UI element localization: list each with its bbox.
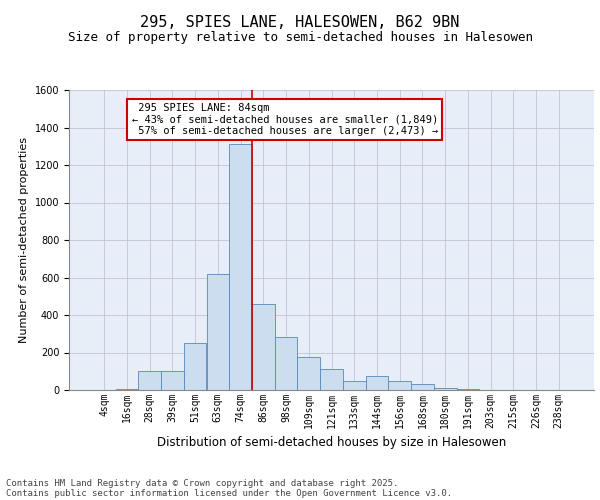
Bar xyxy=(184,343,206,390)
Bar xyxy=(229,144,252,390)
Bar xyxy=(365,376,388,390)
Bar xyxy=(411,384,434,390)
Bar xyxy=(434,388,457,390)
Text: Contains public sector information licensed under the Open Government Licence v3: Contains public sector information licen… xyxy=(6,488,452,498)
Text: Contains HM Land Registry data © Crown copyright and database right 2025.: Contains HM Land Registry data © Crown c… xyxy=(6,478,398,488)
Bar xyxy=(139,371,161,390)
Bar xyxy=(457,389,479,390)
Bar xyxy=(343,380,365,390)
Y-axis label: Number of semi-detached properties: Number of semi-detached properties xyxy=(19,137,29,343)
Text: 295 SPIES LANE: 84sqm
← 43% of semi-detached houses are smaller (1,849)
 57% of : 295 SPIES LANE: 84sqm ← 43% of semi-deta… xyxy=(131,103,438,136)
Text: 295, SPIES LANE, HALESOWEN, B62 9BN: 295, SPIES LANE, HALESOWEN, B62 9BN xyxy=(140,15,460,30)
X-axis label: Distribution of semi-detached houses by size in Halesowen: Distribution of semi-detached houses by … xyxy=(157,436,506,450)
Bar xyxy=(388,380,411,390)
Bar xyxy=(252,304,275,390)
Bar xyxy=(161,371,184,390)
Bar xyxy=(206,274,229,390)
Text: Size of property relative to semi-detached houses in Halesowen: Size of property relative to semi-detach… xyxy=(67,31,533,44)
Bar xyxy=(275,336,298,390)
Bar xyxy=(116,389,139,390)
Bar xyxy=(298,357,320,390)
Bar xyxy=(320,370,343,390)
